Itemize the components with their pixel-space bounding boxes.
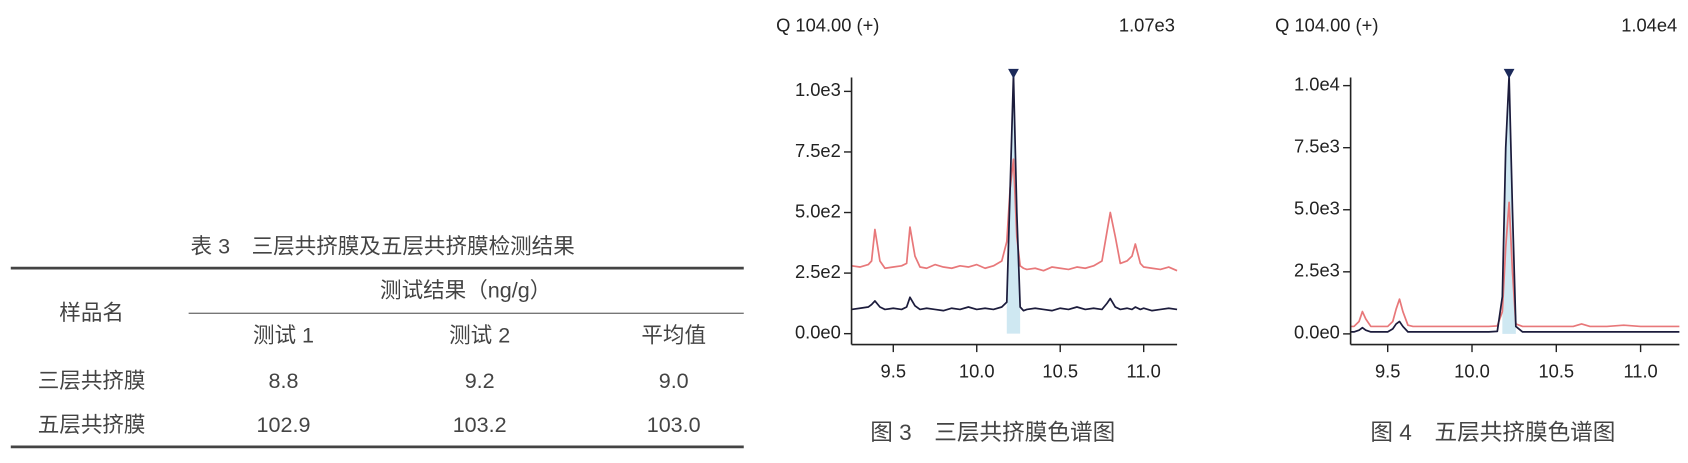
cell: 8.8 <box>269 369 299 393</box>
cell: 103.2 <box>453 413 507 437</box>
table-caption: 表 3 三层共挤膜及五层共挤膜检测结果 <box>191 234 575 258</box>
peak-fill <box>1006 74 1021 334</box>
chart-title: Q 104.00 (+) <box>776 15 879 36</box>
figure-caption: 图 3 三层共挤膜色谱图 <box>870 420 1115 445</box>
chart: Q 104.00 (+) 1.07e3 0.0e0 2.5e2 5.0e2 7.5e2 1.… <box>776 15 1178 445</box>
x-tick-label: 10.5 <box>1042 360 1078 381</box>
y-tick-label: 2.5e2 <box>795 261 841 282</box>
subheader-cell: 测试 1 <box>253 324 314 348</box>
trace-line <box>851 73 1178 312</box>
trace-line <box>1350 201 1680 328</box>
y-tick-label: 5.0e2 <box>795 200 841 221</box>
x-tick-label: 10.0 <box>959 360 995 381</box>
trace-line <box>1350 74 1680 333</box>
header-cell: 测试结果（ng/g） <box>380 278 551 302</box>
subheader-cell: 平均值 <box>641 324 706 348</box>
cell: 103.0 <box>647 413 701 437</box>
table: 表 3 三层共挤膜及五层共挤膜检测结果 样品名 测试结果（ng/g） 测试 1 … <box>10 234 744 449</box>
y-tick-label: 0.0e0 <box>795 322 841 343</box>
y-tick-label: 5.0e3 <box>1294 198 1340 219</box>
row-label: 三层共挤膜 <box>38 369 146 393</box>
x-tick-label: 10.5 <box>1538 360 1574 381</box>
y-tick-label: 1.0e3 <box>795 79 841 100</box>
annotation: 1.07e3 <box>1119 15 1175 36</box>
y-tick-label: 7.5e2 <box>795 140 841 161</box>
x-tick-label: 10.0 <box>1454 360 1490 381</box>
cell: 9.0 <box>659 369 689 393</box>
x-tick-label: 11.0 <box>1127 360 1161 381</box>
y-tick-label: 0.0e0 <box>1294 322 1340 343</box>
x-tick-label: 9.5 <box>1375 360 1400 381</box>
trace-line <box>851 158 1178 272</box>
x-tick-label: 11.0 <box>1623 360 1657 381</box>
row-label: 五层共挤膜 <box>38 413 146 437</box>
y-tick-label: 2.5e3 <box>1294 260 1340 281</box>
y-tick-label: 1.0e4 <box>1294 73 1340 94</box>
header-cell: 样品名 <box>59 301 124 325</box>
chart-title: Q 104.00 (+) <box>1275 15 1378 36</box>
peak-marker <box>1008 68 1019 79</box>
subheader-cell: 测试 2 <box>449 324 510 348</box>
chart: Q 104.00 (+) 1.04e4 0.0e0 2.5e3 5.0e3 7.5e3 1.… <box>1275 15 1680 445</box>
x-tick-label: 9.5 <box>881 360 906 381</box>
figure-caption: 图 4 五层共挤膜色谱图 <box>1370 420 1615 445</box>
annotation: 1.04e4 <box>1621 15 1677 36</box>
peak-marker <box>1503 68 1515 79</box>
cell: 9.2 <box>465 369 495 393</box>
cell: 102.9 <box>257 413 311 437</box>
y-tick-label: 7.5e3 <box>1294 136 1340 157</box>
